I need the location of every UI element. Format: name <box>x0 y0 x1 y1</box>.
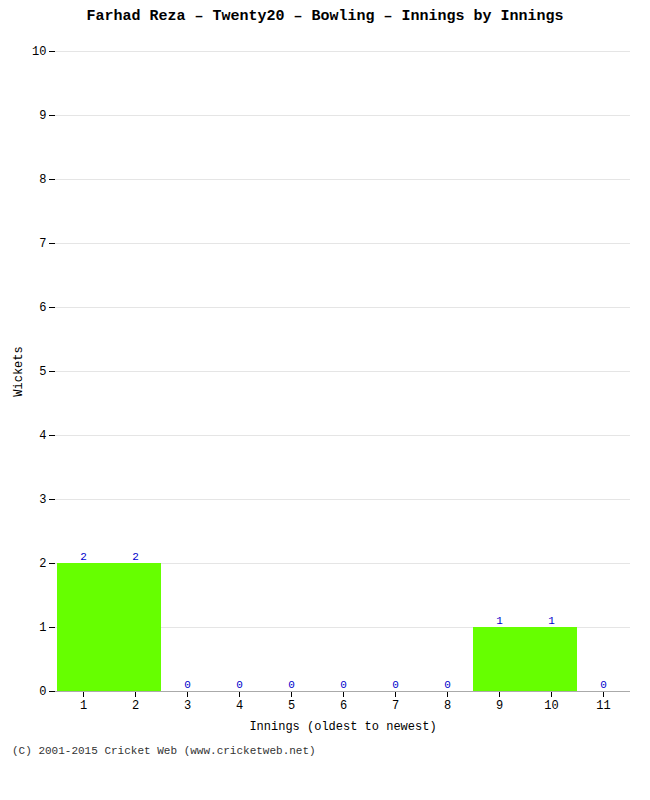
svg-text:5: 5 <box>39 365 46 379</box>
svg-text:7: 7 <box>39 237 46 251</box>
svg-text:10: 10 <box>32 45 46 59</box>
svg-text:6: 6 <box>39 301 46 315</box>
svg-text:0: 0 <box>340 679 347 691</box>
svg-text:0: 0 <box>444 679 451 691</box>
svg-text:Innings (oldest to newest): Innings (oldest to newest) <box>249 720 436 734</box>
svg-text:9: 9 <box>496 699 503 713</box>
svg-text:4: 4 <box>236 699 243 713</box>
svg-text:2: 2 <box>39 557 46 571</box>
svg-text:0: 0 <box>184 679 191 691</box>
svg-text:3: 3 <box>39 493 46 507</box>
svg-text:0: 0 <box>39 685 46 699</box>
svg-text:2: 2 <box>132 699 139 713</box>
svg-text:1: 1 <box>548 615 555 627</box>
svg-text:1: 1 <box>80 699 87 713</box>
svg-text:8: 8 <box>444 699 451 713</box>
html-text:(C) 2001-2015 Cricket Web (www: (C) 2001-2015 Cricket Web (www.cricketwe… <box>12 745 316 757</box>
svg-text:6: 6 <box>340 699 347 713</box>
svg-text:1: 1 <box>39 621 46 635</box>
svg-text:4: 4 <box>39 429 46 443</box>
html-text:Farhad Reza – Twenty20 – Bowli: Farhad Reza – Twenty20 – Bowling – Innin… <box>86 8 564 25</box>
svg-text:5: 5 <box>288 699 295 713</box>
svg-text:3: 3 <box>184 699 191 713</box>
svg-text:0: 0 <box>392 679 399 691</box>
svg-text:0: 0 <box>236 679 243 691</box>
svg-text:2: 2 <box>80 551 87 563</box>
svg-text:2: 2 <box>132 551 139 563</box>
svg-text:7: 7 <box>392 699 399 713</box>
svg-text:9: 9 <box>39 109 46 123</box>
svg-text:8: 8 <box>39 173 46 187</box>
svg-text:0: 0 <box>600 679 607 691</box>
svg-text:0: 0 <box>288 679 295 691</box>
svg-text:10: 10 <box>544 699 558 713</box>
svg-text:11: 11 <box>596 699 610 713</box>
svg-text:Wickets: Wickets <box>12 346 26 396</box>
svg-text:1: 1 <box>496 615 503 627</box>
